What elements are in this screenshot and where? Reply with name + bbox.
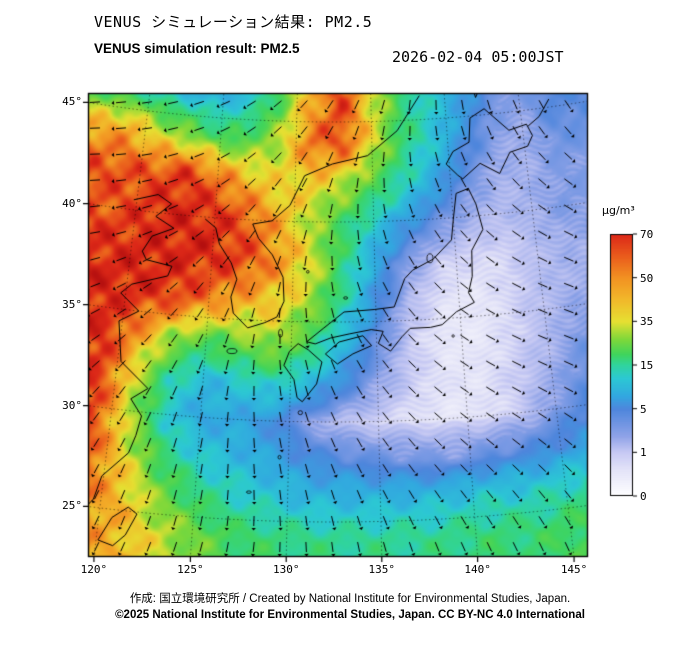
colorbar-unit-label: µg/m³ <box>602 204 635 217</box>
license-text: ©2025 National Institute for Environment… <box>115 609 585 621</box>
valid-timestamp: 2026-02-04 05:00JST <box>392 48 564 66</box>
page-title-japanese: VENUS シミュレーション結果: PM2.5 <box>94 13 373 31</box>
page-title-english: VENUS simulation result: PM2.5 <box>94 41 300 56</box>
credit-text: 作成: 国立環境研究所 / Created by National Instit… <box>129 593 571 605</box>
